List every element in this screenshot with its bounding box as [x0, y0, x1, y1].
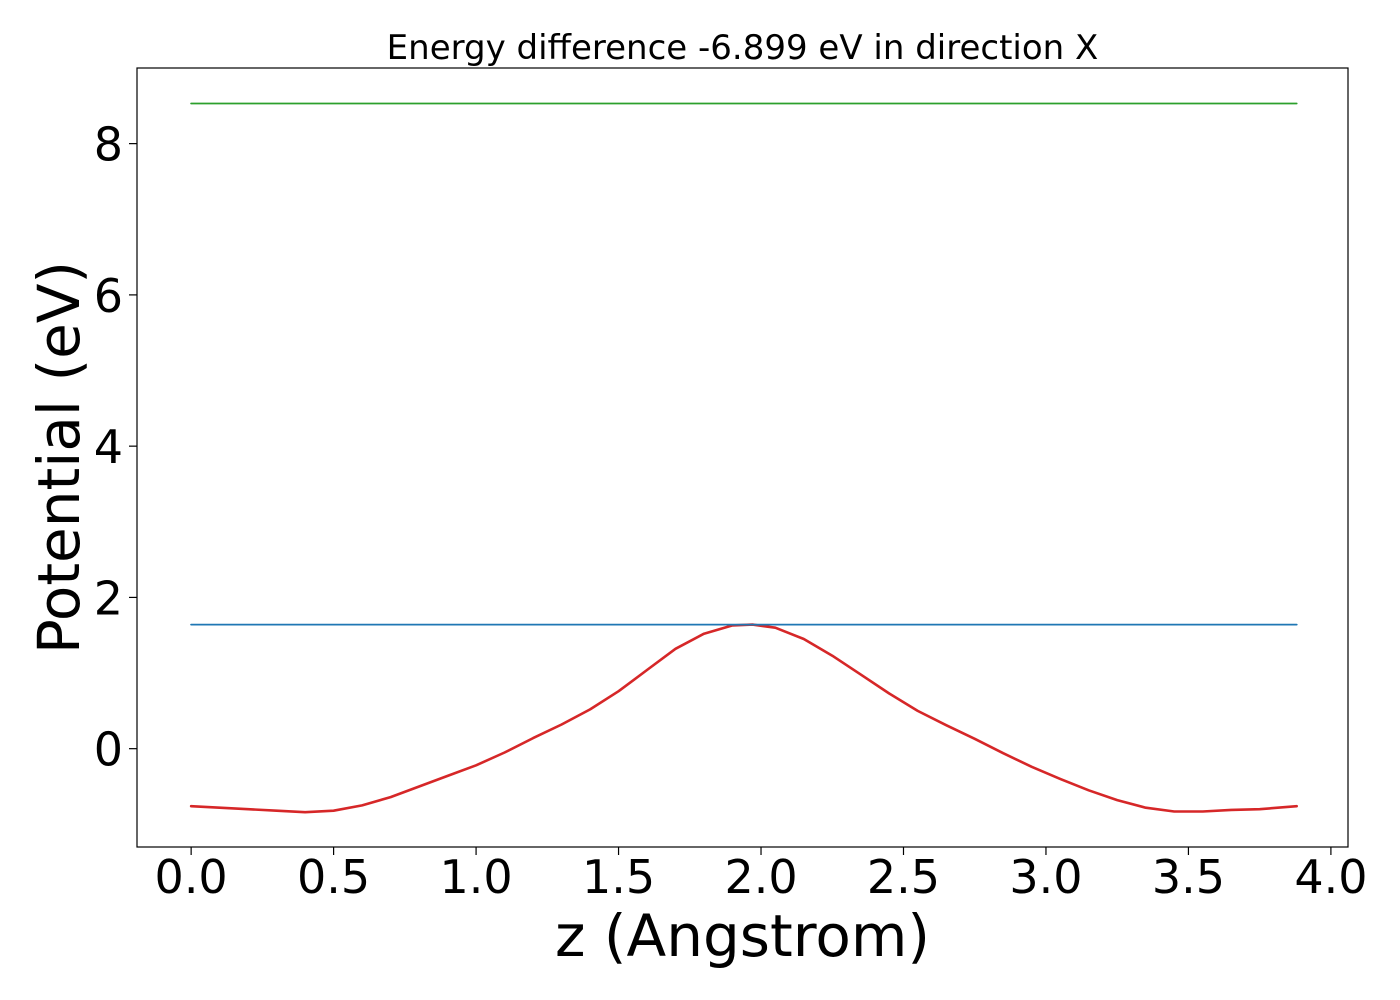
series-line-1 [189, 623, 1298, 814]
x-tick-label: 0.0 [155, 850, 228, 904]
y-axis-label: Potential (eV) [25, 261, 93, 654]
y-tick-label: 2 [94, 571, 123, 625]
axes-frame [136, 67, 1349, 848]
y-tick-label: 0 [94, 723, 123, 777]
y-tick-label: 6 [94, 269, 123, 323]
x-tick-label: 1.5 [582, 850, 655, 904]
plot-area: 0.0 0.5 1.0 1.5 2.0 2.5 3.0 3.5 4.0 0 2 4 6 8 [94, 67, 1367, 904]
x-axis-label: z (Angstrom) [555, 902, 930, 970]
x-tick-label: 3.0 [1009, 850, 1082, 904]
x-tick-label: 4.0 [1294, 850, 1367, 904]
x-tick-label: 3.5 [1152, 850, 1225, 904]
x-tick-label: 0.5 [297, 850, 370, 904]
x-tick-label: 1.0 [440, 850, 513, 904]
x-tick-label: 2.0 [724, 850, 797, 904]
y-tick-label: 8 [94, 118, 123, 172]
chart-title: Energy difference -6.899 eV in direction… [387, 28, 1099, 68]
x-tick-label: 2.5 [867, 850, 940, 904]
y-tick-label: 4 [94, 420, 123, 474]
